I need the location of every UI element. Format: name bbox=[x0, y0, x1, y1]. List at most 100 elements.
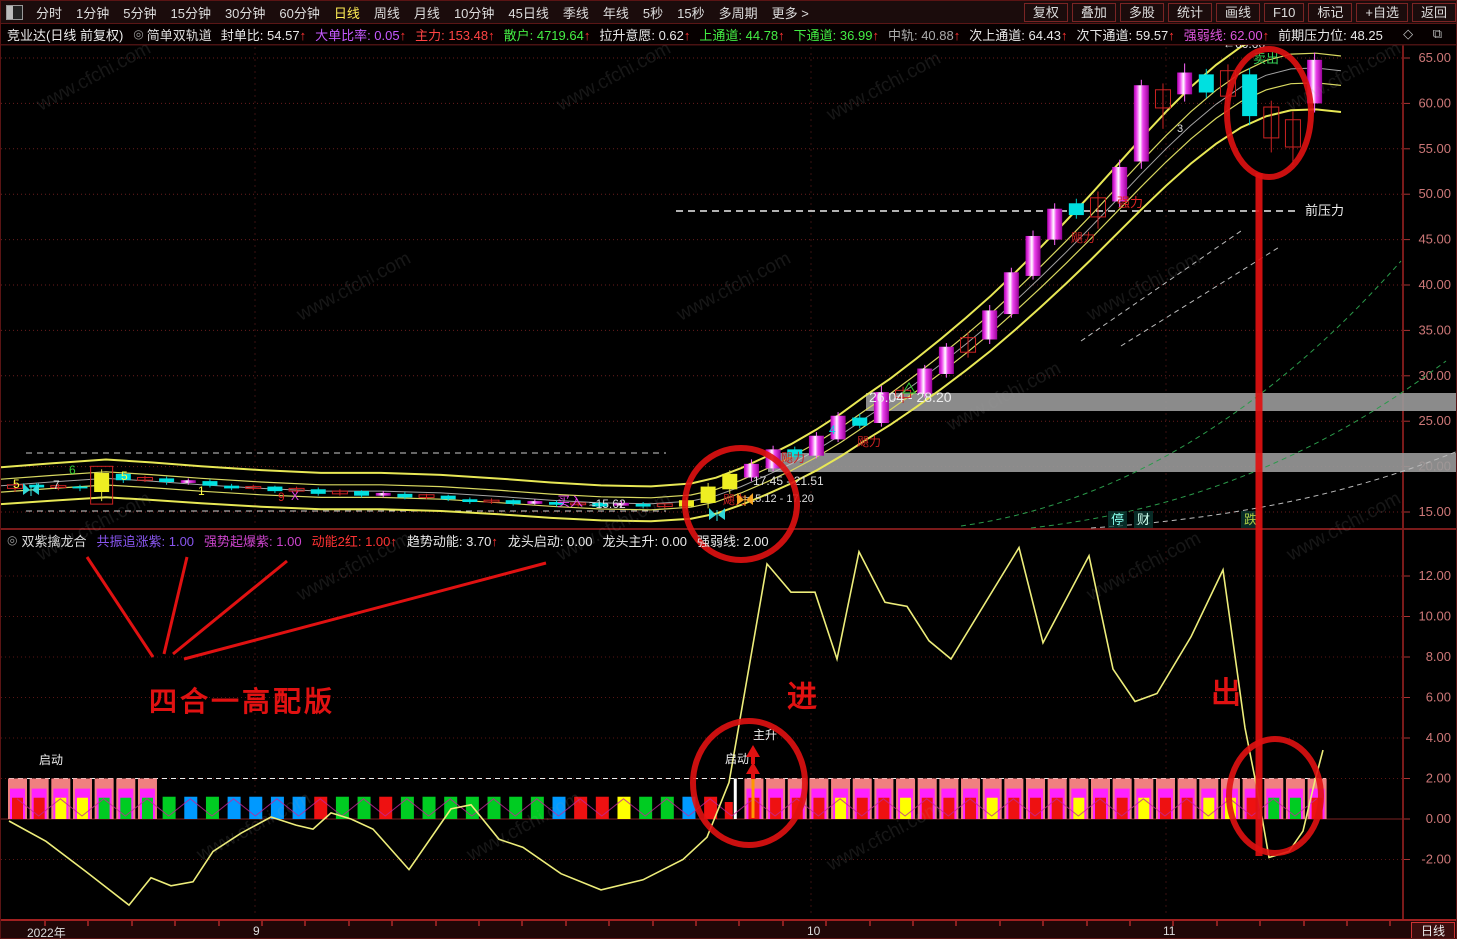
butterfly-icon bbox=[23, 483, 39, 496]
axis-tick bbox=[1259, 921, 1261, 926]
toolbar-button-多股[interactable]: 多股 bbox=[1119, 2, 1164, 22]
menu-item-日线[interactable]: 日线 bbox=[333, 5, 360, 21]
svg-text:3: 3 bbox=[1177, 123, 1183, 135]
svg-text:9: 9 bbox=[278, 490, 285, 504]
field-共振追涨紫: 共振追涨紫: 1.00 bbox=[96, 533, 195, 549]
sub-indicator-values: 共振追涨紫: 1.00 强势起爆紫: 1.00 动能2红: 1.00↑ 趋势动能: 3… bbox=[87, 531, 769, 550]
time-axis[interactable]: 日线 2022年 9 10 11 bbox=[1, 919, 1456, 938]
menu-item-10分钟[interactable]: 10分钟 bbox=[453, 5, 495, 21]
axis-tick bbox=[478, 921, 480, 926]
svg-text:飓力: 飓力 bbox=[1071, 231, 1095, 245]
corner-icons[interactable]: ◇ ⧉ bbox=[1403, 26, 1450, 41]
axis-tick bbox=[608, 921, 610, 926]
field-散户: 散户: 4719.64↑ bbox=[503, 27, 591, 43]
annotations: 四合一高配版 进 出 bbox=[85, 46, 1324, 856]
svg-text:4.00: 4.00 bbox=[1426, 730, 1451, 745]
svg-text:启动: 启动 bbox=[725, 752, 749, 766]
momentum-line bbox=[8, 545, 1324, 907]
menu-item-多周期[interactable]: 多周期 bbox=[718, 5, 758, 21]
svg-text:主升: 主升 bbox=[753, 728, 777, 742]
annotation-circle bbox=[1224, 46, 1314, 180]
annotation-pointer bbox=[162, 556, 189, 655]
axis-tick bbox=[1172, 921, 1174, 926]
menu-item-15分钟[interactable]: 15分钟 bbox=[170, 5, 211, 21]
field-大单比率: 大单比率: 0.05↑ bbox=[315, 27, 407, 43]
svg-text:40.00: 40.00 bbox=[1418, 277, 1451, 292]
svg-text:≈15.62: ≈15.62 bbox=[589, 497, 626, 511]
field-次上通道: 次上通道: 64.43↑ bbox=[969, 27, 1068, 43]
menu-item-15秒[interactable]: 15秒 bbox=[677, 5, 705, 21]
annotation-circle bbox=[1226, 736, 1324, 856]
svg-text:35.00: 35.00 bbox=[1418, 322, 1451, 337]
svg-text:0.00: 0.00 bbox=[1426, 811, 1451, 826]
axis-tick bbox=[304, 921, 306, 926]
svg-text:飓力: 飓力 bbox=[857, 435, 881, 449]
menu-item-分时[interactable]: 分时 bbox=[36, 5, 63, 21]
toolbar-button-复权[interactable]: 复权 bbox=[1023, 2, 1068, 22]
toolbar-button-+自选[interactable]: +自选 bbox=[1356, 2, 1408, 22]
svg-text:60.00: 60.00 bbox=[1418, 95, 1451, 110]
svg-text:4: 4 bbox=[829, 423, 836, 437]
annotation-text: 四合一高配版 bbox=[149, 685, 335, 717]
menu-item-季线[interactable]: 季线 bbox=[562, 5, 589, 21]
svg-text:5: 5 bbox=[13, 477, 20, 491]
menu-item-5秒[interactable]: 5秒 bbox=[642, 5, 664, 21]
menu-item-45日线[interactable]: 45日线 bbox=[508, 5, 549, 21]
field-强弱线: 强弱线: 62.00↑ bbox=[1183, 27, 1270, 43]
svg-text:X: X bbox=[291, 489, 299, 503]
svg-text:-2.00: -2.00 bbox=[1421, 852, 1451, 867]
svg-text:7: 7 bbox=[53, 478, 60, 492]
menu-item-周线[interactable]: 周线 bbox=[373, 5, 400, 21]
menu-item-5分钟[interactable]: 5分钟 bbox=[123, 5, 157, 21]
menu-item-更多 >[interactable]: 更多 > bbox=[771, 5, 809, 21]
axis-tick bbox=[435, 921, 437, 926]
axis-tick bbox=[218, 921, 220, 926]
axis-tick bbox=[1216, 921, 1218, 926]
axis-tick bbox=[652, 921, 654, 926]
sub-indicator-name: 双紫擒龙合 bbox=[21, 533, 87, 549]
annotation-pointer bbox=[85, 556, 155, 658]
collapse-icon[interactable]: ◎ bbox=[7, 533, 18, 547]
svg-text:55.00: 55.00 bbox=[1418, 141, 1451, 156]
toolbar-button-统计[interactable]: 统计 bbox=[1167, 2, 1212, 22]
field-下通道: 下通道: 36.99↑ bbox=[793, 27, 879, 43]
menu-bar: 分时 1分钟 5分钟 15分钟 30分钟 60分钟 日线 周线 月线 10分钟 45日线 季线 年线 5秒… bbox=[1, 1, 1456, 24]
svg-text:10.00: 10.00 bbox=[1418, 609, 1451, 624]
period-badge[interactable]: 日线 bbox=[1410, 922, 1455, 938]
annotation-pointer bbox=[172, 559, 288, 656]
menu-item-60分钟[interactable]: 60分钟 bbox=[279, 5, 320, 21]
toolbar-button-画线[interactable]: 画线 bbox=[1215, 2, 1260, 22]
axis-tick bbox=[912, 921, 914, 926]
toolbar-button-返回[interactable]: 返回 bbox=[1411, 2, 1456, 22]
field-中轨: 中轨: 40.88↑ bbox=[887, 27, 961, 43]
butterfly-icon bbox=[737, 493, 753, 506]
axis-tick bbox=[87, 921, 89, 926]
field-上通道: 上通道: 44.78↑ bbox=[699, 27, 785, 43]
collapse-icon[interactable]: ◎ bbox=[133, 27, 144, 41]
svg-text:30.00: 30.00 bbox=[1418, 368, 1451, 383]
info-bar: 竞业达(日线 前复权) ◎ 简单双轨道 封单比: 54.57↑ 大单比率: 0.0… bbox=[1, 24, 1456, 45]
svg-text:前压力: 前压力 bbox=[1305, 203, 1344, 218]
svg-text:启动: 启动 bbox=[39, 753, 63, 767]
annotation-circle bbox=[690, 718, 808, 848]
toolbar-button-叠加[interactable]: 叠加 bbox=[1071, 2, 1116, 22]
window-icon[interactable] bbox=[6, 4, 23, 20]
svg-text:25.00: 25.00 bbox=[1418, 413, 1451, 428]
menu-item-月线[interactable]: 月线 bbox=[413, 5, 440, 21]
axis-tick bbox=[782, 921, 784, 926]
menu-item-30分钟[interactable]: 30分钟 bbox=[224, 5, 266, 21]
axis-tick bbox=[1389, 921, 1391, 926]
svg-text:买入: 买入 bbox=[557, 494, 583, 509]
svg-text:6: 6 bbox=[69, 463, 76, 477]
toolbar-button-F10[interactable]: F10 bbox=[1263, 2, 1305, 22]
svg-text:12.00: 12.00 bbox=[1418, 568, 1451, 583]
svg-text:飓力: 飓力 bbox=[781, 451, 805, 465]
axis-tick bbox=[825, 921, 827, 926]
menu-item-1分钟[interactable]: 1分钟 bbox=[76, 5, 110, 21]
toolbar-button-标记[interactable]: 标记 bbox=[1308, 2, 1353, 22]
field-动能2红: 动能2红: 1.00↑ bbox=[311, 533, 397, 549]
field-强弱线: 强弱线: 2.00 bbox=[697, 533, 769, 549]
menu-item-年线[interactable]: 年线 bbox=[602, 5, 629, 21]
